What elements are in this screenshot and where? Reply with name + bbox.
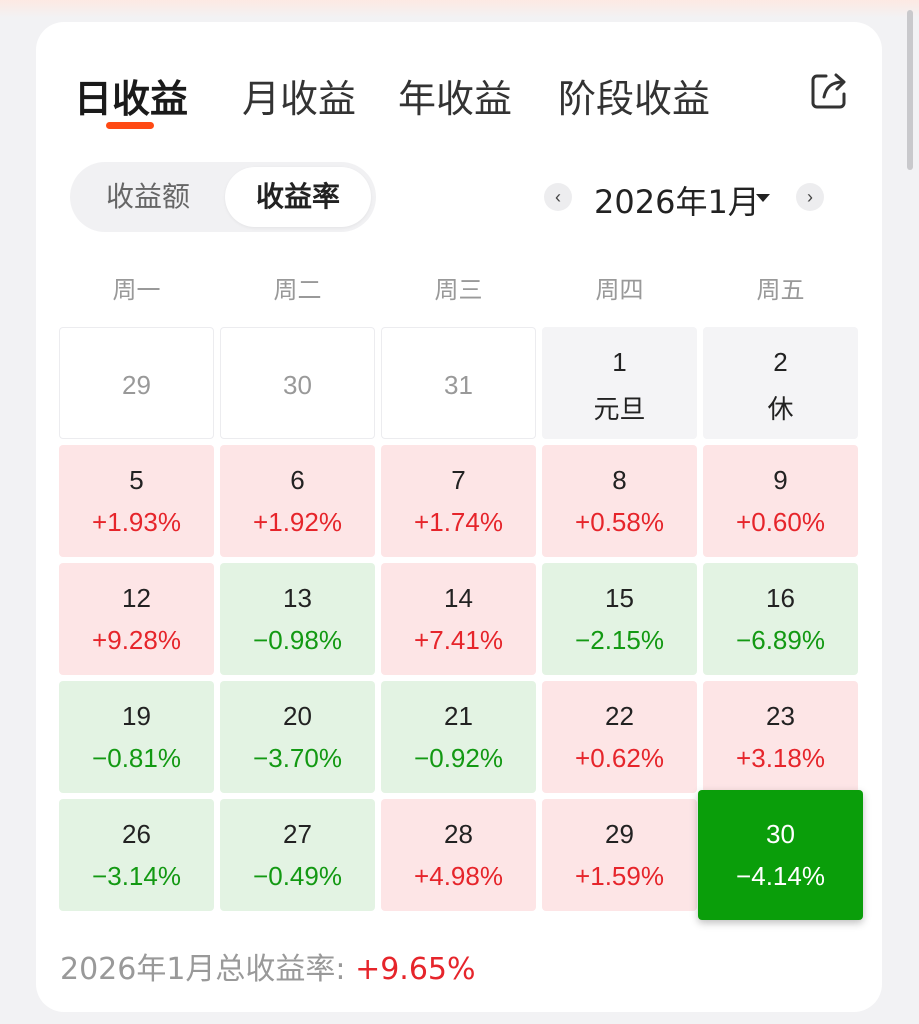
day-number: 19 [122, 701, 151, 731]
calendar-day-cell[interactable]: 23 +3.18% [703, 681, 858, 793]
calendar-day-cell[interactable]: 27 −0.49% [220, 799, 375, 911]
day-return-rate: +4.98% [414, 861, 503, 891]
calendar-day-cell[interactable]: 28 +4.98% [381, 799, 536, 911]
calendar-day-cell[interactable]: 13 −0.98% [220, 563, 375, 675]
calendar-day-cell[interactable]: 7 +1.74% [381, 445, 536, 557]
day-return-rate: −3.14% [92, 861, 181, 891]
day-return-rate: −6.89% [736, 625, 825, 655]
day-return-rate: +1.92% [253, 507, 342, 537]
day-number: 27 [283, 819, 312, 849]
day-number: 23 [766, 701, 795, 731]
day-number: 12 [122, 583, 151, 613]
day-number: 1 [612, 347, 627, 377]
top-strip [0, 0, 919, 18]
day-number: 30 [766, 819, 795, 849]
day-number: 30 [283, 370, 312, 400]
prev-month-button[interactable]: ‹ [544, 183, 572, 211]
share-icon[interactable] [808, 70, 850, 112]
calendar-day-cell[interactable]: 21 −0.92% [381, 681, 536, 793]
weekday-mon: 周一 [112, 276, 161, 304]
day-number: 28 [444, 819, 473, 849]
day-return-rate: +0.62% [575, 743, 664, 773]
calendar-day-cell[interactable]: 5 +1.93% [59, 445, 214, 557]
next-month-button[interactable]: › [796, 183, 824, 211]
day-return-rate: +0.58% [575, 507, 664, 537]
day-return-rate: +1.93% [92, 507, 181, 537]
weekday-thu: 周四 [595, 276, 644, 304]
day-return-rate: +7.41% [414, 625, 503, 655]
active-tab-indicator [106, 122, 154, 129]
tab-period[interactable]: 阶段收益 [558, 77, 711, 121]
day-number: 5 [129, 465, 144, 495]
calendar-day-cell[interactable]: 19 −0.81% [59, 681, 214, 793]
day-number: 20 [283, 701, 312, 731]
day-number: 29 [605, 819, 634, 849]
calendar-day-cell[interactable]: 14 +7.41% [381, 563, 536, 675]
calendar-day-cell: 31 [381, 327, 536, 439]
day-return-rate: −4.14% [736, 861, 825, 891]
tab-yearly[interactable]: 年收益 [398, 77, 513, 121]
calendar-day-cell[interactable]: 9 +0.60% [703, 445, 858, 557]
tab-monthly[interactable]: 月收益 [242, 77, 357, 121]
day-number: 21 [444, 701, 473, 731]
weekday-wed: 周三 [434, 276, 483, 304]
dropdown-caret-icon[interactable] [756, 194, 770, 202]
day-return-rate: −0.81% [92, 743, 181, 773]
day-number: 29 [122, 370, 151, 400]
day-return-rate: −0.92% [414, 743, 503, 773]
calendar-day-cell[interactable]: 1 元旦 [542, 327, 697, 439]
scrollbar[interactable] [907, 10, 913, 170]
calendar-day-cell: 30 [220, 327, 375, 439]
day-number: 14 [444, 583, 473, 613]
day-return-rate: +1.74% [414, 507, 503, 537]
day-number: 7 [451, 465, 466, 495]
calendar-day-cell[interactable]: 8 +0.58% [542, 445, 697, 557]
calendar-day-cell[interactable]: 16 −6.89% [703, 563, 858, 675]
calendar-day-cell: 29 [59, 327, 214, 439]
holiday-label: 休 [767, 395, 794, 425]
day-number: 8 [612, 465, 627, 495]
day-number: 22 [605, 701, 634, 731]
holiday-label: 元旦 [593, 395, 646, 425]
day-return-rate: −2.15% [575, 625, 664, 655]
calendar-day-cell[interactable]: 15 −2.15% [542, 563, 697, 675]
tab-daily[interactable]: 日收益 [74, 77, 189, 121]
day-return-rate: +0.60% [736, 507, 825, 537]
day-return-rate: +3.18% [736, 743, 825, 773]
summary-value: +9.65% [355, 952, 476, 987]
month-summary: 2026年1月总收益率: +9.65% [60, 944, 476, 988]
day-number: 6 [290, 465, 305, 495]
day-number: 16 [766, 583, 795, 613]
day-return-rate: −0.49% [253, 861, 342, 891]
day-return-rate: +9.28% [92, 625, 181, 655]
day-number: 26 [122, 819, 151, 849]
weekday-fri: 周五 [756, 276, 805, 304]
calendar-day-cell[interactable]: 6 +1.92% [220, 445, 375, 557]
weekday-tue: 周二 [273, 276, 322, 304]
day-return-rate: −3.70% [253, 743, 342, 773]
day-return-rate: −0.98% [253, 625, 342, 655]
earnings-card: 日收益 月收益 年收益 阶段收益 收益额 收益率 ‹ 2026年1月 › 周一 … [36, 22, 882, 1012]
day-return-rate: +1.59% [575, 861, 664, 891]
amount-option[interactable]: 收益额 [105, 180, 190, 213]
day-number: 13 [283, 583, 312, 613]
calendar-day-cell[interactable]: 26 −3.14% [59, 799, 214, 911]
month-selector[interactable]: 2026年1月 [594, 183, 760, 221]
day-number: 31 [444, 370, 473, 400]
calendar-day-cell[interactable]: 20 −3.70% [220, 681, 375, 793]
calendar-day-cell[interactable]: 30 −4.14% [698, 790, 863, 920]
rate-option[interactable]: 收益率 [225, 167, 371, 227]
day-number: 2 [773, 347, 788, 377]
calendar-day-cell[interactable]: 29 +1.59% [542, 799, 697, 911]
day-number: 15 [605, 583, 634, 613]
day-number: 9 [773, 465, 788, 495]
calendar-day-cell[interactable]: 22 +0.62% [542, 681, 697, 793]
metric-toggle: 收益额 收益率 [70, 162, 376, 232]
calendar-day-cell[interactable]: 12 +9.28% [59, 563, 214, 675]
summary-label: 2026年1月总收益率: [60, 952, 356, 987]
